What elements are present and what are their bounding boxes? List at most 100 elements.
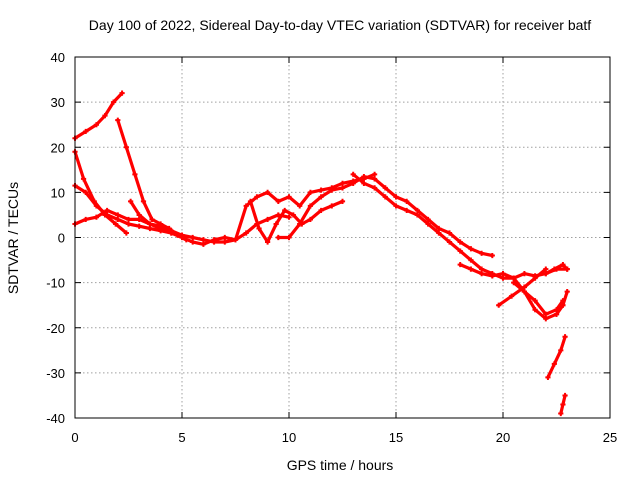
data-point	[339, 185, 346, 191]
data-point	[123, 230, 129, 236]
data-point	[136, 212, 142, 218]
y-tick-label: -20	[46, 321, 65, 336]
data-point	[123, 144, 129, 150]
data-point	[140, 198, 147, 204]
data-point	[489, 252, 495, 259]
data-point	[307, 203, 313, 209]
data-point	[560, 302, 566, 308]
data-point	[102, 113, 108, 119]
series-line	[73, 91, 124, 140]
data-point	[500, 275, 506, 281]
data-point	[479, 266, 485, 272]
y-tick-label: 40	[51, 50, 65, 65]
data-point	[147, 221, 153, 227]
data-point	[508, 293, 515, 299]
data-point	[382, 185, 388, 191]
series-group	[72, 90, 570, 417]
data-point	[104, 212, 110, 218]
data-point	[158, 225, 164, 232]
axis-ticks: 0 5 10 15 20 25 -40 -30 -20 -10 0 10 20 30 40	[46, 50, 617, 445]
data-point	[93, 122, 99, 128]
data-point	[104, 207, 110, 214]
data-point	[551, 361, 557, 367]
data-point	[425, 216, 431, 223]
data-point	[243, 203, 249, 209]
data-point	[532, 275, 538, 281]
data-point	[446, 230, 453, 236]
data-point	[211, 239, 217, 245]
data-point	[115, 216, 121, 223]
data-point	[119, 90, 125, 96]
data-point	[83, 128, 89, 135]
data-point	[350, 171, 356, 177]
data-point	[190, 239, 196, 245]
data-point	[489, 273, 495, 279]
data-point	[425, 221, 431, 227]
data-point	[521, 284, 527, 290]
x-tick-label: 0	[71, 430, 78, 445]
data-point	[404, 198, 410, 204]
data-point	[511, 275, 517, 281]
data-point	[190, 234, 196, 241]
x-tick-label: 5	[178, 430, 185, 445]
series-arc15	[545, 334, 568, 380]
data-point	[125, 216, 132, 223]
data-point	[232, 237, 239, 243]
series-arc1	[72, 90, 125, 141]
series-arc12	[496, 266, 549, 308]
series-arc7	[247, 198, 346, 245]
data-point	[329, 203, 335, 209]
data-point	[83, 189, 89, 195]
data-point	[468, 266, 474, 272]
series-arc13	[543, 261, 570, 277]
data-point	[545, 374, 551, 380]
y-axis-label: SDTVAR / TECUs	[5, 182, 21, 294]
data-point	[132, 171, 138, 177]
data-point	[372, 176, 378, 182]
data-point	[318, 207, 324, 214]
series-arc10	[457, 261, 566, 317]
data-point	[511, 280, 517, 286]
data-point	[265, 239, 271, 245]
data-point	[457, 239, 463, 245]
data-point	[436, 225, 442, 232]
x-tick-label: 15	[389, 430, 403, 445]
data-point	[496, 302, 502, 308]
data-point	[414, 212, 420, 218]
data-point	[200, 241, 206, 247]
data-point	[532, 307, 538, 313]
data-point	[339, 180, 346, 186]
data-point	[558, 347, 564, 353]
series-line	[544, 263, 569, 276]
x-tick-label: 25	[603, 430, 617, 445]
data-point	[560, 261, 566, 268]
data-point	[551, 266, 557, 272]
data-point	[414, 207, 420, 214]
series-line	[546, 335, 567, 379]
data-point	[532, 298, 538, 304]
data-point	[562, 334, 568, 340]
y-tick-label: -30	[46, 366, 65, 381]
chart-title: Day 100 of 2022, Sidereal Day-to-day VTE…	[89, 17, 592, 33]
data-point	[115, 117, 121, 123]
data-point	[457, 248, 463, 254]
data-point	[297, 203, 303, 209]
data-point	[564, 266, 570, 272]
data-point	[543, 311, 549, 317]
data-point	[265, 216, 271, 223]
data-point	[521, 289, 527, 295]
data-point	[500, 271, 506, 277]
data-point	[128, 198, 134, 204]
data-point	[290, 212, 296, 218]
y-tick-label: -40	[46, 411, 65, 426]
data-point	[468, 257, 474, 263]
data-point	[286, 194, 292, 200]
data-point	[256, 225, 262, 232]
data-point	[393, 194, 399, 200]
data-point	[543, 266, 549, 272]
data-point	[564, 289, 570, 295]
data-point	[558, 410, 564, 417]
data-point	[168, 230, 174, 236]
data-point	[149, 216, 155, 223]
